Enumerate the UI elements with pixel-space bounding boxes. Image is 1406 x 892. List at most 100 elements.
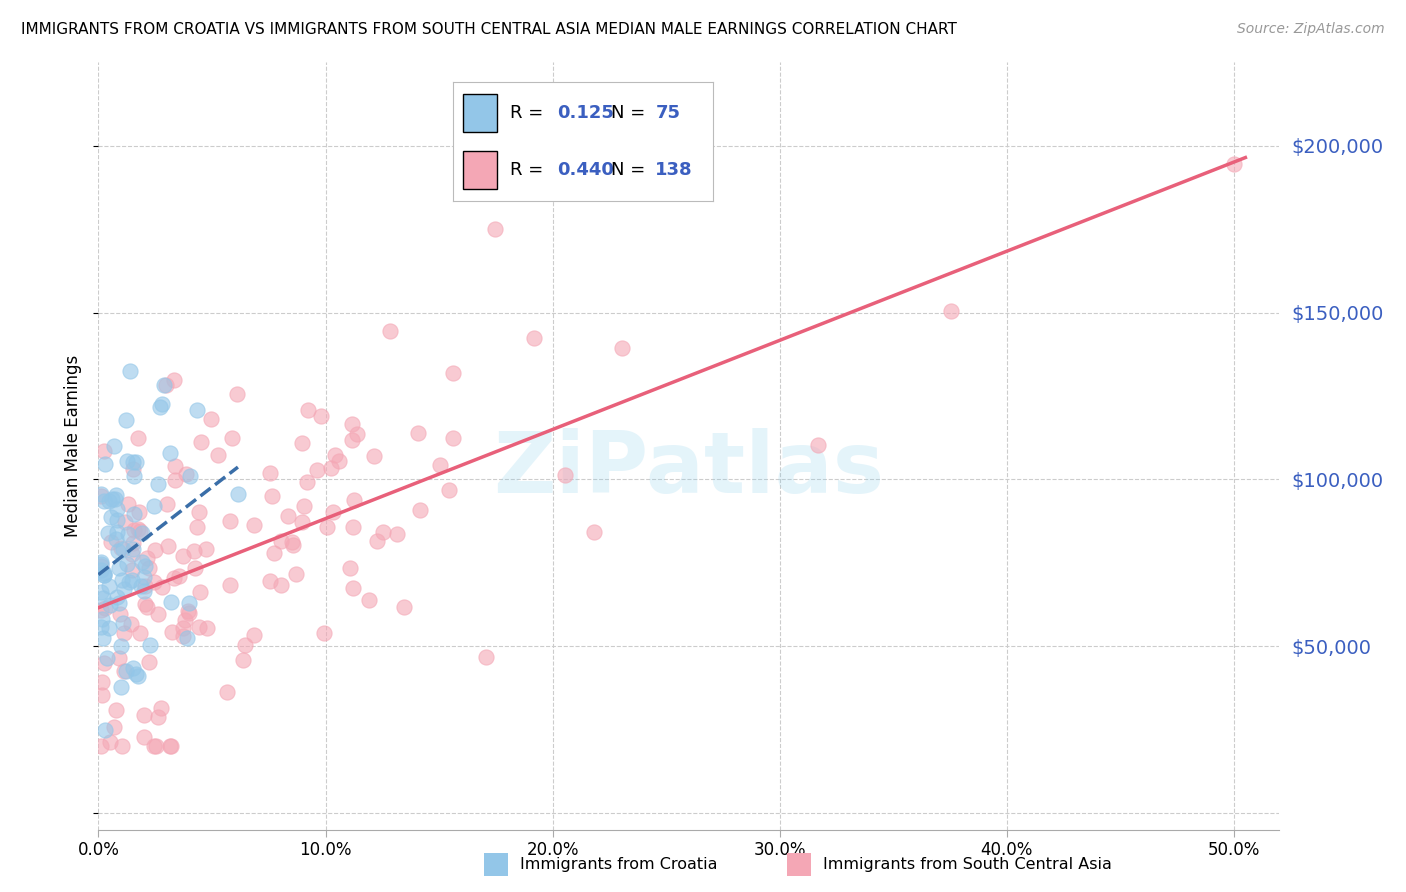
Point <box>163 473 186 487</box>
Point <box>114 516 136 530</box>
Point <box>132 584 155 599</box>
Point <box>90 558 112 572</box>
Point <box>117 557 139 571</box>
Point <box>159 595 181 609</box>
Point <box>583 524 606 539</box>
Text: Immigrants from South Central Asia: Immigrants from South Central Asia <box>823 857 1111 872</box>
Point <box>131 526 153 541</box>
Point <box>441 366 464 380</box>
Point <box>134 708 156 723</box>
Point <box>112 615 135 630</box>
Point <box>107 544 129 558</box>
Point <box>112 582 135 596</box>
Point <box>195 541 218 556</box>
Point <box>325 448 347 462</box>
Point <box>131 555 153 569</box>
Point <box>167 569 190 583</box>
Point <box>475 650 498 665</box>
Point <box>328 454 350 468</box>
Point <box>807 438 830 452</box>
Point <box>97 620 120 634</box>
Point <box>103 439 125 453</box>
Point <box>207 448 229 462</box>
Point <box>90 555 112 569</box>
Point <box>122 536 145 550</box>
Point <box>176 631 198 645</box>
Point <box>319 460 342 475</box>
Point <box>163 571 186 585</box>
Point <box>114 664 136 678</box>
Point <box>127 522 149 536</box>
Point <box>342 581 364 595</box>
Point <box>218 578 240 592</box>
Point <box>484 222 506 236</box>
Point <box>128 524 150 538</box>
Point <box>148 477 170 491</box>
Point <box>200 412 222 426</box>
Point <box>97 579 120 593</box>
Point <box>232 653 254 667</box>
Point <box>153 378 176 392</box>
Point <box>221 431 243 445</box>
Point <box>177 606 200 620</box>
Point <box>90 688 112 702</box>
Point <box>127 669 149 683</box>
Point <box>155 377 177 392</box>
Point <box>523 331 546 345</box>
Point <box>263 546 285 560</box>
Point <box>226 487 249 501</box>
Point <box>149 400 172 414</box>
Point <box>292 499 315 513</box>
Point <box>107 650 129 665</box>
Point <box>280 534 302 549</box>
Point <box>132 570 155 584</box>
Point <box>121 563 143 577</box>
Point <box>315 519 337 533</box>
Point <box>139 638 162 652</box>
Text: ZiPatlas: ZiPatlas <box>494 427 884 510</box>
Point <box>105 590 128 604</box>
Point <box>142 575 165 590</box>
Point <box>343 493 366 508</box>
Point <box>112 541 135 556</box>
Point <box>159 446 181 460</box>
Point <box>115 413 138 427</box>
Point <box>121 573 143 587</box>
Point <box>322 505 344 519</box>
Point <box>104 703 127 717</box>
Point <box>291 435 314 450</box>
Point <box>173 613 195 627</box>
Point <box>305 463 328 477</box>
Point <box>135 551 157 566</box>
Point <box>111 739 134 754</box>
Point <box>150 397 173 411</box>
Point <box>105 513 128 527</box>
Point <box>98 598 121 612</box>
Point <box>100 534 122 549</box>
Point <box>93 493 115 508</box>
Point <box>135 600 157 615</box>
Point <box>406 426 429 441</box>
Point <box>380 324 402 338</box>
Point <box>179 469 201 483</box>
Point <box>346 426 368 441</box>
Point <box>291 515 314 529</box>
Point <box>366 533 388 548</box>
Point <box>219 514 242 528</box>
Point <box>186 402 208 417</box>
Point <box>309 409 332 424</box>
Point <box>94 600 117 615</box>
Point <box>156 497 179 511</box>
Point <box>93 566 115 581</box>
Point <box>188 505 211 519</box>
Point <box>150 581 173 595</box>
Point <box>157 539 180 553</box>
Point <box>176 467 198 481</box>
Point <box>285 567 308 582</box>
Point <box>159 739 181 754</box>
Point <box>215 685 238 699</box>
Point <box>163 373 186 387</box>
Point <box>385 526 408 541</box>
Text: Immigrants from Croatia: Immigrants from Croatia <box>520 857 717 872</box>
Point <box>160 739 183 754</box>
